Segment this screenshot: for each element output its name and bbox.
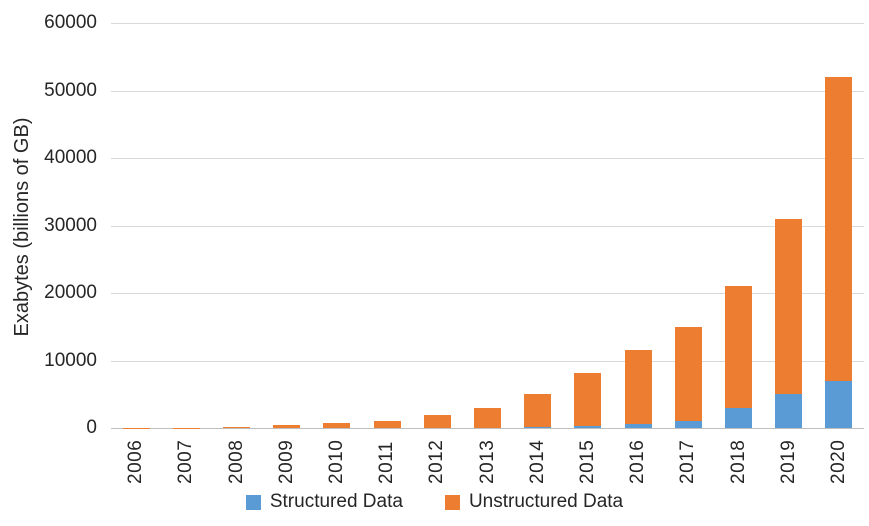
y-tick-label-10000: 10000	[44, 349, 97, 371]
bar-2008-unstructured-segment	[223, 426, 250, 428]
bar-2017-structured-segment	[674, 421, 702, 428]
y-gridline-20000	[111, 293, 864, 294]
legend-item-unstructured: Unstructured Data	[444, 491, 624, 513]
y-tick-label-50000: 50000	[44, 79, 97, 101]
x-axis-label-2016: 2016	[627, 439, 649, 484]
structured-data-swatch-icon	[245, 494, 261, 510]
legend: Structured Data Unstructured Data	[0, 491, 869, 513]
bar-2017-unstructured-segment	[674, 326, 702, 422]
bar-2011-unstructured-segment	[373, 421, 401, 428]
legend-item-structured: Structured Data	[245, 491, 403, 513]
x-axis-label-2017: 2017	[677, 439, 699, 484]
bar-2016-structured-segment	[624, 423, 652, 428]
x-axis-label-2012: 2012	[426, 439, 448, 484]
bar-2010-unstructured-segment	[323, 423, 351, 428]
bar-2018-unstructured-segment	[725, 286, 752, 408]
bar-2015-unstructured-segment	[574, 372, 602, 426]
y-gridline-40000	[111, 158, 864, 159]
x-axis-label-2007: 2007	[175, 439, 197, 484]
bar-2020-structured-segment	[825, 380, 853, 428]
x-axis-label-2009: 2009	[275, 439, 297, 484]
x-axis-label-2011: 2011	[376, 441, 398, 484]
y-tick-label-0: 0	[86, 417, 97, 438]
bar-2013-unstructured-segment	[474, 407, 501, 428]
bar-2014-unstructured-segment	[524, 394, 552, 428]
bar-2016-unstructured-segment	[624, 350, 652, 424]
x-axis-label-2013: 2013	[476, 439, 498, 484]
bar-2015-structured-segment	[574, 425, 602, 428]
y-tick-label-30000: 30000	[44, 214, 97, 236]
unstructured-data-swatch-icon	[444, 494, 460, 510]
bar-2009-unstructured-segment	[273, 425, 301, 428]
bar-2018-structured-segment	[725, 407, 752, 428]
x-axis-label-2015: 2015	[576, 439, 598, 484]
legend-label-structured: Structured Data	[269, 491, 403, 512]
y-gridline-30000	[111, 225, 864, 227]
x-axis-label-2010: 2010	[325, 439, 347, 484]
x-axis-label-2008: 2008	[225, 439, 247, 484]
bar-2012-unstructured-segment	[423, 414, 451, 428]
y-gridline-60000	[111, 23, 864, 24]
x-axis-label-2014: 2014	[526, 439, 548, 484]
x-axis-label-2018: 2018	[727, 439, 749, 484]
y-gridline-10000	[111, 360, 864, 362]
x-axis-label-2006: 2006	[125, 439, 147, 484]
x-axis-label-2020: 2020	[827, 439, 849, 484]
y-tick-label-20000: 20000	[44, 282, 97, 303]
x-axis-label-2019: 2019	[777, 439, 799, 484]
legend-label-unstructured: Unstructured Data	[468, 491, 624, 512]
bar-2019-unstructured-segment	[775, 218, 803, 395]
x-axis-line	[111, 428, 864, 429]
y-tick-label-60000: 60000	[44, 12, 97, 33]
bar-2014-structured-segment	[524, 427, 552, 428]
y-tick-label-40000: 40000	[44, 147, 97, 168]
bar-2019-structured-segment	[775, 394, 803, 428]
bar-2020-unstructured-segment	[825, 77, 853, 381]
y-gridline-50000	[111, 90, 864, 92]
